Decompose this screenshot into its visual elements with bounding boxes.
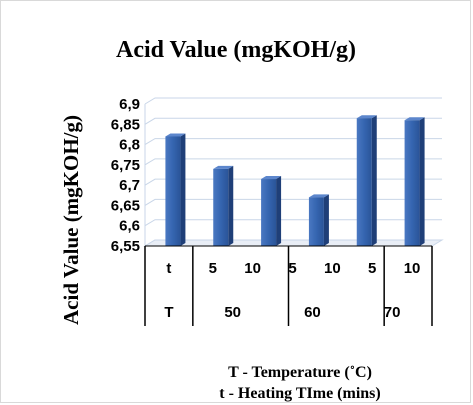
chart-title: Acid Value (mgKOH/g) [116,37,356,63]
bar [261,176,282,246]
temperature-group-label: 70 [384,304,401,321]
row-label-t: t [166,260,171,277]
chart-floor [143,239,444,247]
category-table: t T 5 10 5 10 5 10 50 60 70 [144,245,433,326]
y-tick-label: 6,75 [111,157,140,174]
bar [356,115,377,246]
gridline [144,138,442,146]
temperature-group-label: 60 [304,304,321,321]
bar-front [356,118,372,246]
bar-side [276,176,282,246]
bar-front [261,179,277,246]
bar [213,165,234,246]
y-tick-label: 6,6 [119,218,140,235]
bar-front [308,197,324,246]
bar-side [419,117,425,246]
time-tick-label: 10 [324,260,341,277]
y-tick-label: 6,7 [119,177,140,194]
gridlines [143,97,444,247]
y-tick-label: 6,65 [111,197,140,214]
y-axis-label: Acid Value (mgKOH/g) [59,115,83,325]
bar [308,194,329,246]
bar-front [165,136,181,246]
gridline [144,158,442,166]
time-tick-label: 5 [368,260,376,277]
bar-top [404,117,425,121]
time-tick-label: 5 [209,260,217,277]
y-tick-label: 6,85 [111,116,140,133]
bar-top [165,133,186,137]
y-tick-label: 6,55 [111,238,140,255]
gridline [144,219,442,227]
temperature-group-label: 50 [224,304,241,321]
gridline [144,117,442,125]
bar-top [261,176,282,180]
footer-temperature-note: T - Temperature (˚C) [228,364,372,381]
bar-top [213,165,234,169]
bar-side [371,115,377,246]
row-label-T: T [164,304,173,321]
y-tick-label: 6,9 [119,96,140,113]
y-tick-label: 6,8 [119,137,140,154]
bar-front [404,120,420,246]
bar-top [308,194,329,198]
bar-side [180,133,186,246]
gridline [144,97,442,105]
bar [404,117,425,246]
bar [165,133,186,246]
gridline [144,178,442,186]
bar-side [323,194,329,246]
bar-side [228,165,234,246]
bars [165,115,425,246]
y-tick-labels: 6,55 6,6 6,65 6,7 6,75 6,8 6,85 6,9 [111,96,140,255]
bar-front [213,168,229,246]
footer-time-note: t - Heating TIme (mins) [219,385,380,402]
bar-top [356,115,377,119]
time-tick-label: 5 [288,260,296,277]
time-tick-label: 10 [404,260,421,277]
time-tick-label: 10 [244,260,261,277]
gridline [144,198,442,206]
